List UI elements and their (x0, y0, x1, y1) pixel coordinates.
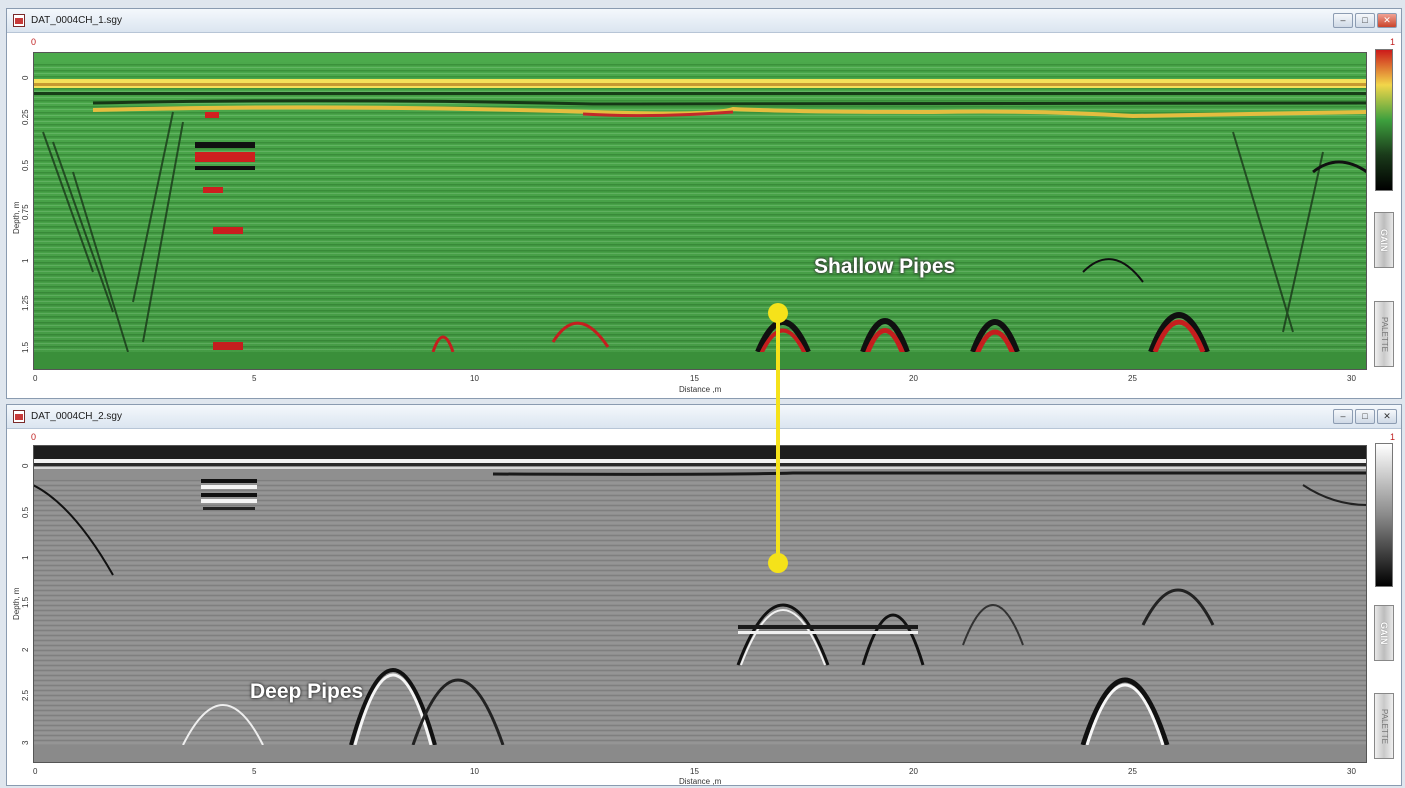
title-bar[interactable]: DAT_0004CH_2.sgy – □ ✕ (7, 405, 1401, 429)
scale-max-label: 1 (1389, 37, 1395, 47)
sgy-file-icon (13, 410, 25, 423)
y-tick-label: 0.75 (21, 204, 30, 220)
radargram-plot[interactable] (33, 445, 1367, 763)
y-tick-label: 1.5 (21, 596, 30, 608)
x-tick-label: 30 (1347, 767, 1356, 776)
x-tick-label: 5 (252, 374, 257, 383)
gain-button[interactable]: GAIN (1374, 605, 1394, 661)
x-tick-label: 15 (690, 374, 699, 383)
x-tick-label: 10 (470, 374, 479, 383)
maximize-button[interactable]: □ (1355, 409, 1375, 424)
radargram-image (33, 445, 1367, 763)
palette-button[interactable]: PALETTE (1374, 693, 1394, 759)
scale-min-label: 0 (31, 37, 37, 47)
radargram-window-ch1[interactable]: DAT_0004CH_1.sgy – □ ✕ 0 1 (6, 8, 1402, 399)
y-tick-label: 2.5 (21, 689, 30, 701)
x-tick-label: 0 (33, 767, 38, 776)
y-tick-label: 0 (21, 75, 30, 80)
window-title: DAT_0004CH_2.sgy (31, 411, 122, 422)
color-scale-bar (1375, 443, 1393, 587)
x-tick-label: 20 (909, 374, 918, 383)
minimize-button[interactable]: – (1333, 409, 1353, 424)
y-tick-label: 0.5 (21, 159, 30, 171)
radargram-image (33, 52, 1367, 370)
x-axis-title: Distance ,m (679, 777, 722, 786)
y-tick-label: 1 (21, 258, 30, 263)
x-tick-label: 0 (33, 374, 38, 383)
y-tick-label: 3 (21, 740, 30, 745)
window-title: DAT_0004CH_1.sgy (31, 15, 122, 26)
shallow-pipes-label: Shallow Pipes (814, 255, 956, 278)
y-axis-title: Depth, m (12, 201, 21, 234)
x-tick-label: 20 (909, 767, 918, 776)
y-tick-label: 1.5 (21, 341, 30, 353)
deep-pipes-label: Deep Pipes (250, 680, 364, 703)
y-tick-label: 0.5 (21, 506, 30, 518)
x-tick-label: 5 (252, 767, 257, 776)
x-tick-label: 15 (690, 767, 699, 776)
y-tick-label: 2 (21, 647, 30, 652)
gain-button[interactable]: GAIN (1374, 212, 1394, 268)
radargram-window-ch2[interactable]: DAT_0004CH_2.sgy – □ ✕ 0 1 (6, 404, 1402, 786)
y-tick-label: 0.25 (21, 109, 30, 125)
close-button[interactable]: ✕ (1377, 13, 1397, 28)
x-tick-label: 10 (470, 767, 479, 776)
palette-button[interactable]: PALETTE (1374, 301, 1394, 367)
title-bar[interactable]: DAT_0004CH_1.sgy – □ ✕ (7, 9, 1401, 33)
y-axis-title: Depth, m (12, 587, 21, 620)
sgy-file-icon (13, 14, 25, 27)
y-tick-label: 1.25 (21, 295, 30, 311)
x-tick-label: 25 (1128, 374, 1137, 383)
scale-max-label: 1 (1389, 432, 1395, 442)
y-tick-label: 0 (21, 463, 30, 468)
close-button[interactable]: ✕ (1377, 409, 1397, 424)
radargram-plot[interactable] (33, 52, 1367, 370)
scale-min-label: 0 (31, 432, 37, 442)
minimize-button[interactable]: – (1333, 13, 1353, 28)
x-axis-title: Distance ,m (679, 385, 722, 394)
x-tick-label: 30 (1347, 374, 1356, 383)
maximize-button[interactable]: □ (1355, 13, 1375, 28)
y-tick-label: 1 (21, 555, 30, 560)
color-scale-bar (1375, 49, 1393, 191)
x-tick-label: 25 (1128, 767, 1137, 776)
